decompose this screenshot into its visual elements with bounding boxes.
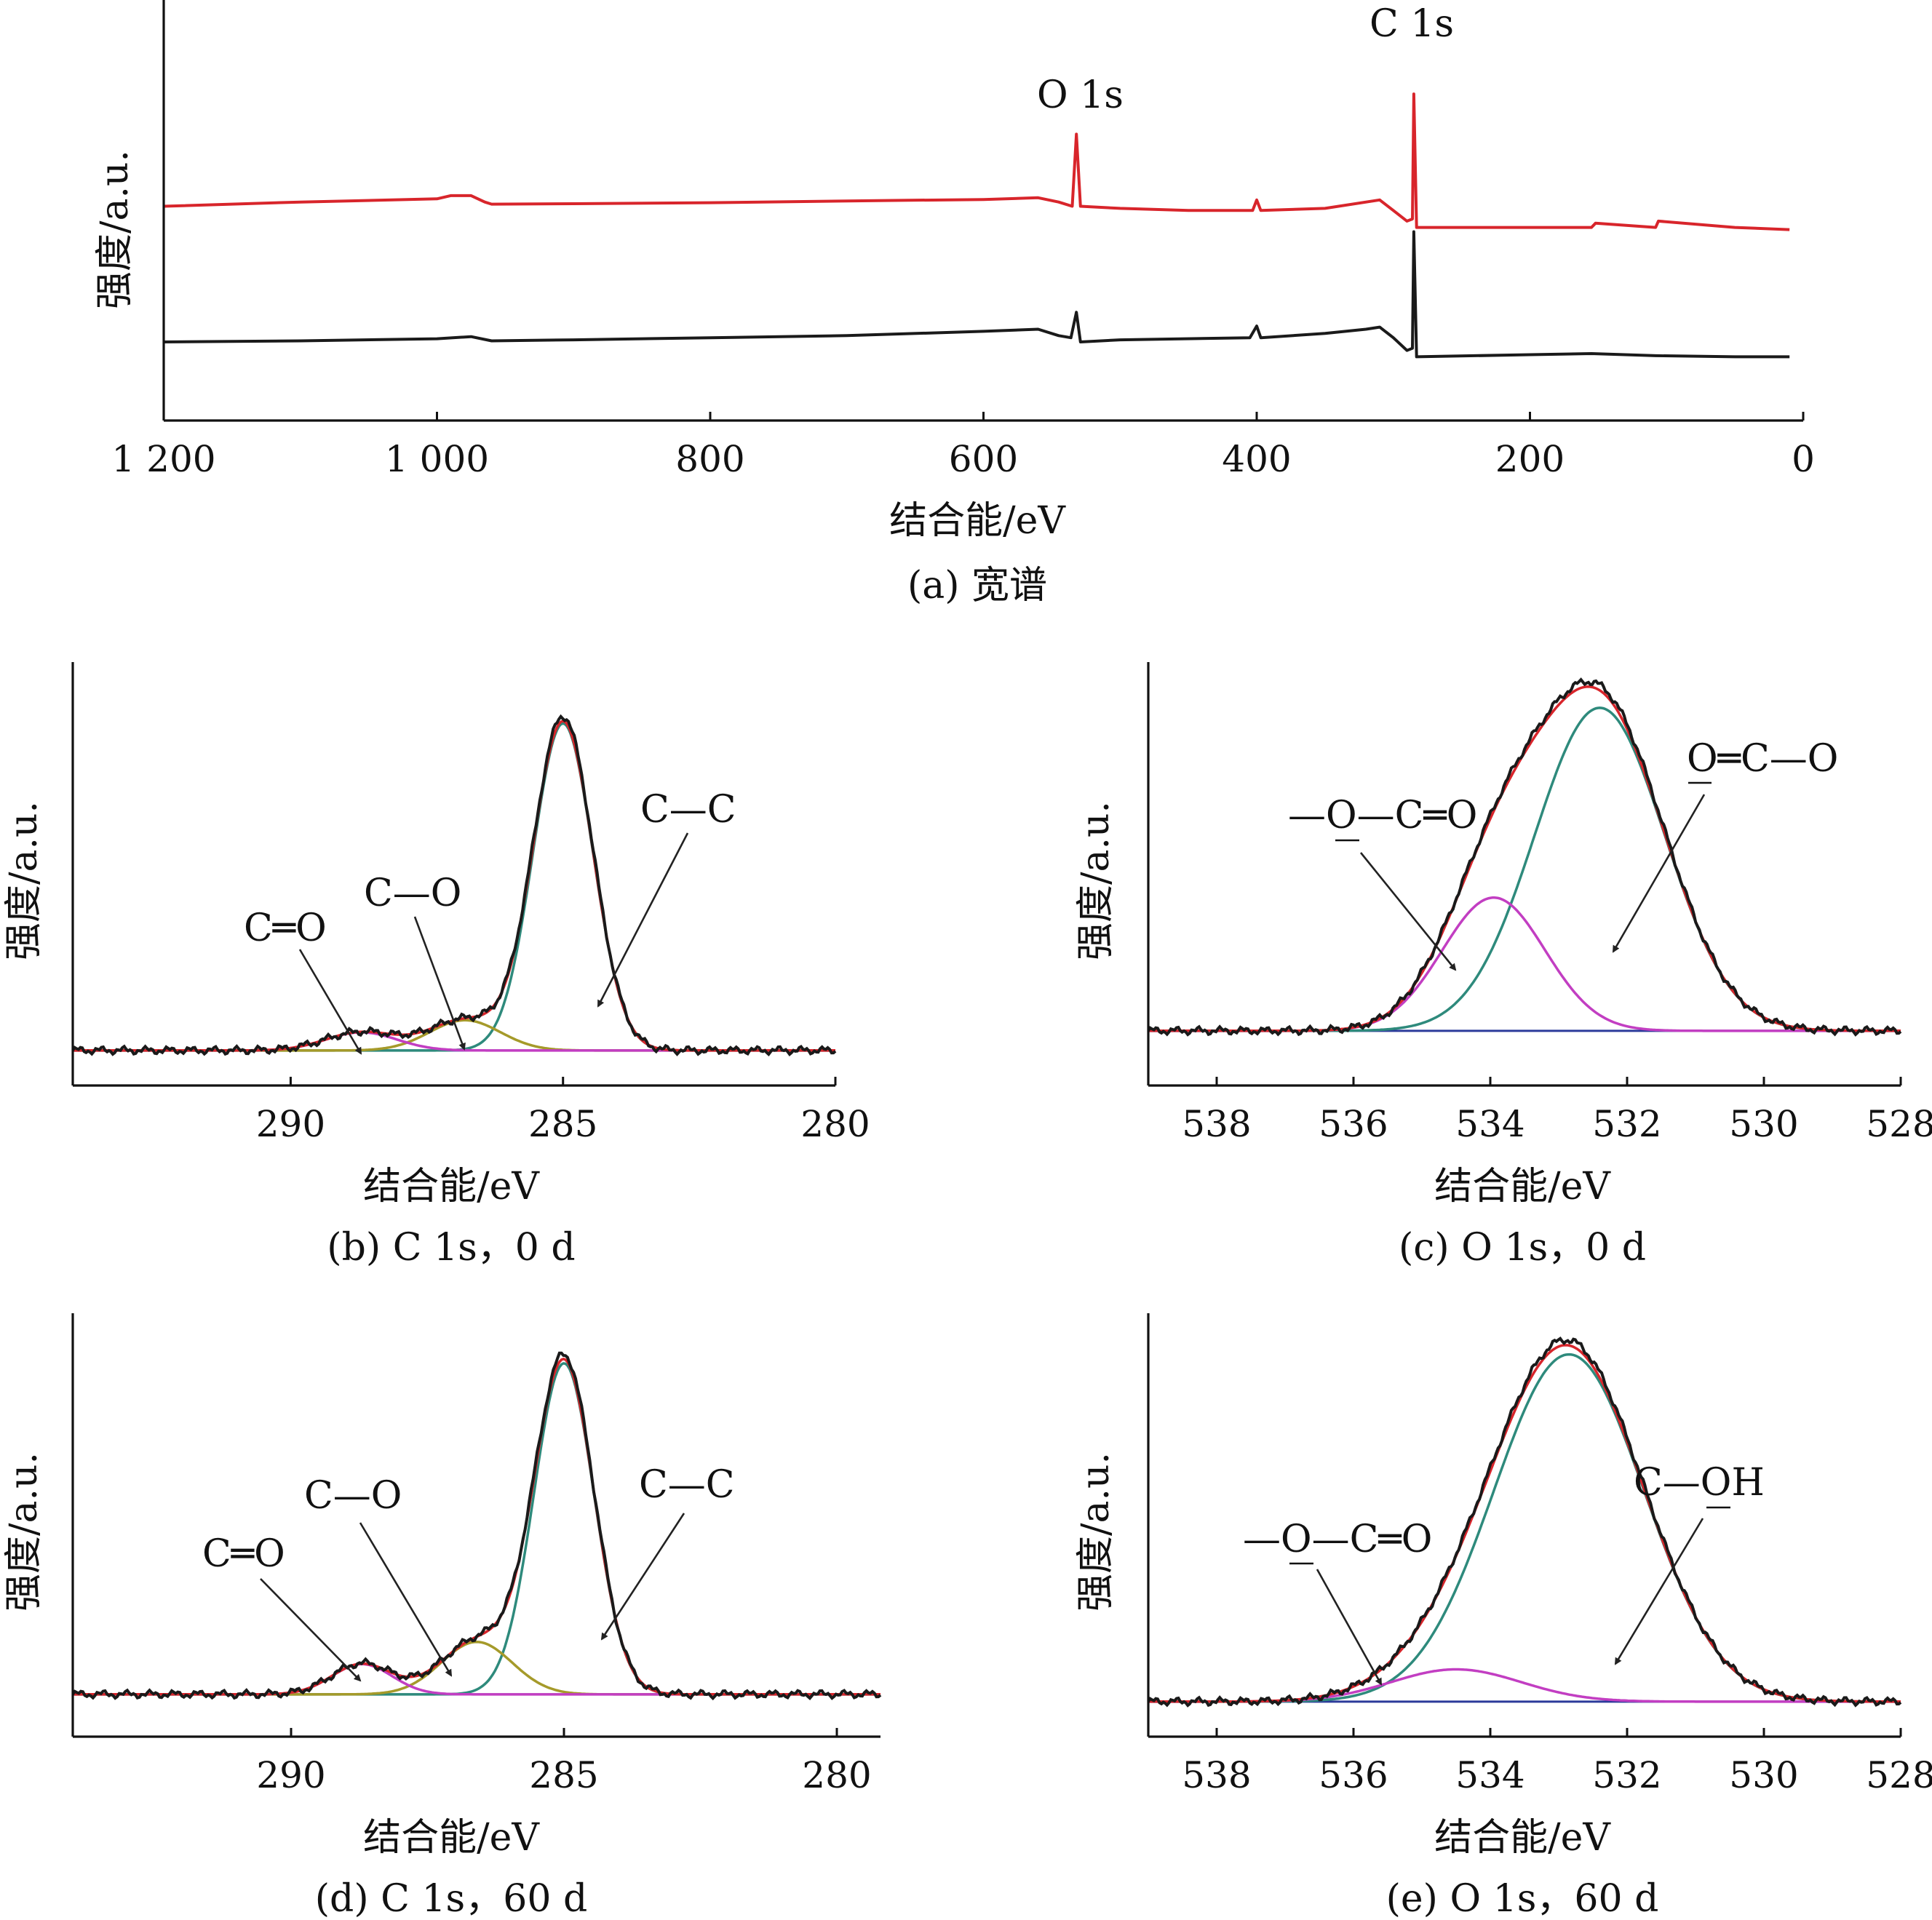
x-tick-label: 536: [1319, 1754, 1388, 1796]
label-d-cc: C—C: [639, 1463, 735, 1507]
x-tick-label: 1 200: [111, 438, 215, 480]
arrow-c-ocо: [1612, 794, 1706, 953]
label-d-co: C—O: [304, 1474, 402, 1518]
chart-e-x-label: 结合能/eV: [1434, 1816, 1611, 1860]
label-e2-dash: —: [1243, 1518, 1281, 1561]
x-tick-label: 800: [675, 438, 744, 480]
x-tick-label: 532: [1592, 1103, 1661, 1145]
chart-b-ticks: 290 285 280: [256, 1077, 870, 1145]
chart-b-y-label: 强度/a.u.: [2, 801, 46, 960]
x-tick-label: 536: [1319, 1103, 1388, 1145]
chart-e-caption: (e) O 1s，60 d: [1386, 1877, 1659, 1920]
x-tick-label: 280: [800, 1103, 870, 1145]
chart-d-caption: (d) C 1s，60 d: [315, 1877, 587, 1920]
chart-c-o1s-0d: 538 536 534 532 530 528 O═C—O —O—C═O 强度/a.u. …: [1074, 662, 1932, 1270]
chart-a-survey: 1 200 1 000 800 600 400 200 0 O 1s C 1s 强度/a.u…: [93, 0, 1815, 608]
chart-c-plot: [1147, 677, 1902, 1037]
label-e-c: C—: [1634, 1461, 1701, 1505]
chart-d-c1s-60d: 290 285 280 C—C C—O C═O 强度/a.u. 结合能/eV (d)…: [2, 1313, 882, 1920]
arrow-e-ester: [1316, 1569, 1383, 1686]
x-tick-label: 534: [1455, 1103, 1524, 1145]
label-b-co: C—O: [364, 872, 461, 915]
envelope-line: [73, 1358, 880, 1696]
label-c-ester: —O—C═O: [1288, 794, 1477, 837]
arrow-c-ester: [1359, 852, 1457, 971]
arrow-b-co: [413, 916, 466, 1051]
label-c2-o-underlined: O: [1326, 794, 1357, 837]
chart-c-x-label: 结合能/eV: [1434, 1165, 1611, 1208]
chart-e-plot: [1147, 1337, 1902, 1708]
peak-label-c1s: C 1s: [1370, 2, 1454, 46]
label-d-c-double-o: C═O: [202, 1532, 285, 1576]
x-tick-label: 534: [1455, 1754, 1524, 1796]
arrow-b-c-double-o: [298, 949, 362, 1055]
label-c-o-underlined: O: [1687, 737, 1718, 781]
label-b-cc: C—C: [640, 788, 736, 832]
survey-line-2: [163, 230, 1790, 359]
chart-c-ticks: 538 536 534 532 530 528: [1182, 1077, 1932, 1145]
arrow-e-coh: [1614, 1518, 1704, 1665]
label-c-ocо: O═C—O: [1687, 737, 1838, 781]
chart-e-o1s-60d: 538 536 534 532 530 528 C—OH —O—C═O 强度/a.u. 结…: [1074, 1313, 1932, 1920]
x-tick-label: 528: [1866, 1754, 1932, 1796]
x-tick-label: 600: [949, 438, 1018, 480]
chart-a-x-label: 结合能/eV: [889, 499, 1066, 543]
x-tick-label: 530: [1729, 1754, 1798, 1796]
chart-e-y-label: 强度/a.u.: [1074, 1452, 1118, 1612]
label-e-ester: —O—C═O: [1243, 1518, 1432, 1561]
chart-b-c1s-0d: 290 285 280 C—C C—O C═O 强度/a.u. 结合能/eV (b)…: [2, 662, 870, 1270]
raw-data-line: [71, 1351, 882, 1701]
arrow-b-cc: [597, 832, 689, 1008]
label-c2-dash: —: [1288, 794, 1326, 837]
arrow-d-c-double-o: [260, 1578, 362, 1682]
x-tick-label: 532: [1592, 1754, 1661, 1796]
chart-c-y-label: 强度/a.u.: [1074, 801, 1118, 960]
chart-d-ticks: 290 285 280: [256, 1728, 872, 1796]
raw-data-line: [1147, 677, 1902, 1037]
label-e-coh: C—OH: [1634, 1461, 1765, 1505]
x-tick-label: 290: [256, 1754, 325, 1796]
chart-a-caption: (a) 宽谱: [907, 564, 1047, 608]
survey-line-1: [163, 92, 1790, 231]
chart-b-x-label: 结合能/eV: [363, 1165, 540, 1208]
chart-e-ticks: 538 536 534 532 530 528: [1182, 1728, 1932, 1796]
x-tick-label: 200: [1495, 438, 1565, 480]
x-tick-label: 280: [802, 1754, 871, 1796]
x-tick-label: 530: [1729, 1103, 1798, 1145]
chart-b-caption: (b) C 1s，0 d: [327, 1226, 575, 1270]
x-tick-label: 290: [256, 1103, 325, 1145]
arrow-d-co: [359, 1522, 453, 1677]
chart-c-caption: (c) O 1s，0 d: [1399, 1226, 1646, 1270]
chart-d-x-label: 结合能/eV: [363, 1816, 540, 1860]
chart-a-y-label: 强度/a.u.: [93, 150, 137, 309]
x-tick-label: 285: [528, 1103, 597, 1145]
component-line: [73, 1019, 835, 1052]
x-tick-label: 538: [1182, 1754, 1251, 1796]
x-tick-label: 285: [529, 1754, 598, 1796]
label-e-o-underlined: O: [1701, 1461, 1732, 1505]
x-tick-label: 528: [1866, 1103, 1932, 1145]
chart-a-ticks: 1 200 1 000 800 600 400 200 0: [111, 412, 1815, 480]
x-tick-label: 400: [1222, 438, 1291, 480]
chart-d-plot: [71, 1351, 882, 1701]
x-tick-label: 538: [1182, 1103, 1251, 1145]
label-e2-o-underlined: O: [1281, 1518, 1312, 1561]
label-c-rest: ═C—O: [1717, 737, 1839, 781]
label-e2-rest: —C═O: [1312, 1518, 1433, 1561]
label-c2-rest: —C═O: [1357, 794, 1478, 837]
x-tick-label: 0: [1792, 438, 1815, 480]
raw-data-line: [1147, 1337, 1902, 1708]
component-line: [73, 1641, 880, 1696]
chart-a-plot: [163, 92, 1790, 359]
chart-d-y-label: 强度/a.u.: [2, 1452, 46, 1612]
x-tick-label: 1 000: [385, 438, 489, 480]
component-line: [73, 1362, 880, 1696]
component-line: [1148, 896, 1901, 1032]
arrow-d-cc: [600, 1513, 685, 1641]
label-b-c-double-o: C═O: [244, 907, 327, 950]
peak-label-o1s: O 1s: [1037, 73, 1124, 117]
label-e-h: H: [1731, 1461, 1764, 1505]
